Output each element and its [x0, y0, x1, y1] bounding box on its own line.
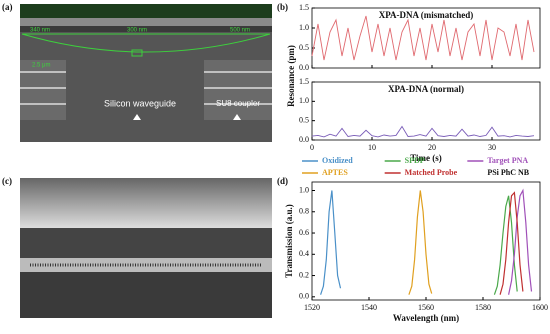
plot-frame [311, 7, 541, 69]
y-tick-label: 0.8 [299, 207, 309, 216]
x-tick-label: 1580 [475, 303, 491, 312]
sem-image-c [20, 178, 272, 318]
x-tick-label: 1600 [532, 303, 548, 312]
x-tick-label: 20 [428, 143, 436, 152]
image-label: Silicon waveguide [104, 98, 176, 108]
legend-label: SPDP [405, 156, 425, 165]
y-tick-label: 1.0 [299, 23, 309, 32]
panel-label: (c) [2, 176, 12, 186]
x-tick-label: 0 [310, 143, 314, 152]
y-tick-label: 0.0 [299, 292, 309, 301]
x-tick-label: 30 [488, 143, 496, 152]
annotation: PSi PhC NB [487, 168, 529, 177]
y-tick-label: 0.6 [299, 228, 309, 237]
y-tick-label: 1.5 [299, 77, 309, 86]
panel-label: (d) [277, 176, 288, 186]
plot-frame [311, 181, 541, 301]
y-tick-label: 0.2 [299, 270, 309, 279]
y-tick-label: 1.0 [299, 185, 309, 194]
dimension: 340 nm [30, 28, 50, 34]
x-tick-label: 1560 [418, 303, 434, 312]
dimension: 2.5 μm [32, 63, 50, 69]
y-tick-label: 1.5 [299, 3, 309, 12]
y-tick-label: 1.0 [299, 96, 309, 105]
data-line [311, 15, 535, 61]
y-axis-label: Resonance (pm) [286, 45, 296, 107]
y-tick-label: 0.0 [299, 135, 309, 144]
y-tick-label: 0.0 [299, 63, 309, 72]
panel-label: (a) [2, 2, 13, 12]
data-line [499, 191, 524, 295]
data-line [508, 188, 533, 295]
y-tick-label: 0.5 [299, 115, 309, 124]
legend-label: Matched Probe [405, 168, 458, 177]
x-tick-label: 1540 [361, 303, 377, 312]
plot-frame [311, 81, 541, 141]
data-line [493, 195, 518, 295]
data-line [320, 190, 342, 295]
legend-label: APTES [322, 168, 348, 177]
chart-title: XPA-DNA (mismatched) [379, 10, 474, 20]
chart-title: XPA-DNA (normal) [388, 84, 464, 94]
dimension: 300 nm [127, 28, 147, 34]
data-line [311, 125, 535, 138]
panel-label: (b) [277, 2, 288, 12]
y-tick-label: 0.4 [299, 249, 309, 258]
x-axis-label: Wavelength (nm) [393, 313, 459, 323]
y-axis-label: Transmission (a.u.) [284, 204, 294, 278]
x-axis-label: Time (s) [410, 153, 442, 163]
dimension: 500 nm [230, 28, 250, 34]
y-tick-label: 0.5 [299, 43, 309, 52]
x-tick-label: 1520 [304, 303, 320, 312]
sem-image-a [20, 4, 272, 142]
legend-label: Oxidized [322, 156, 353, 165]
legend-label: Target PNA [487, 156, 528, 165]
x-tick-label: 10 [368, 143, 376, 152]
image-label: SU8 coupler [216, 99, 260, 108]
data-line [408, 190, 433, 295]
